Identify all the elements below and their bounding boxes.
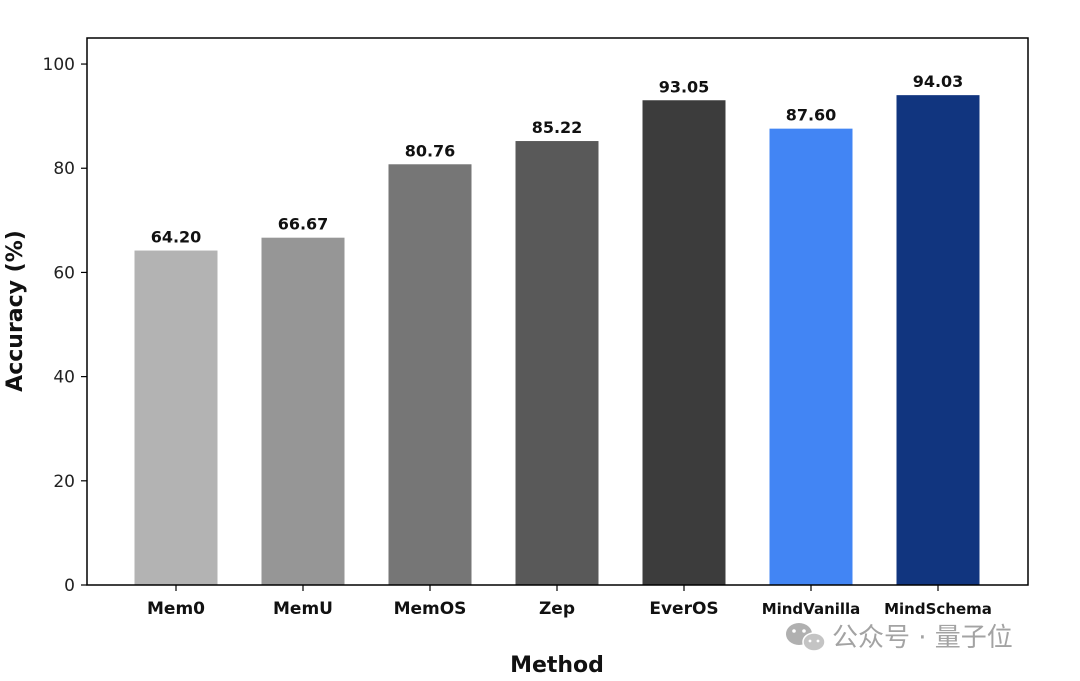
x-tick-label-memos: MemOS <box>394 599 467 619</box>
bar-everos <box>642 100 726 585</box>
x-axis: Mem0 MemU MemOS Zep EverOS MindVanilla MindSch… <box>147 585 992 619</box>
y-tick-label-0: 0 <box>64 576 75 596</box>
x-tick-label-memu: MemU <box>273 599 333 619</box>
watermark-text: 公众号 · 量子位 <box>832 623 1013 653</box>
value-label-everos: 93.05 <box>659 77 710 96</box>
value-label-memu: 66.67 <box>278 215 329 234</box>
x-tick-label-mem0: Mem0 <box>147 599 205 619</box>
y-axis-title: Accuracy (%) <box>3 230 28 392</box>
y-tick-label-20: 20 <box>53 472 75 492</box>
bar-mem0 <box>134 250 218 585</box>
y-tick-label-60: 60 <box>53 263 75 283</box>
value-label-memos: 80.76 <box>405 141 456 160</box>
y-axis: 0 20 40 60 80 100 <box>43 55 87 596</box>
y-tick-label-40: 40 <box>53 368 75 388</box>
x-tick-label-mindschema: MindSchema <box>884 600 992 618</box>
bar-memos <box>388 164 472 585</box>
value-label-mindschema: 94.03 <box>913 72 964 91</box>
y-tick-label-80: 80 <box>53 159 75 179</box>
wechat-icon <box>786 623 826 652</box>
value-label-zep: 85.22 <box>532 118 583 137</box>
value-label-mem0: 64.20 <box>151 228 202 247</box>
bar-memu <box>261 237 345 586</box>
value-labels-group: 64.20 66.67 80.76 85.22 93.05 87.60 94.03 <box>151 72 964 246</box>
x-tick-label-mindvanilla: MindVanilla <box>762 600 861 618</box>
bar-mindvanilla <box>769 128 853 585</box>
x-tick-label-zep: Zep <box>539 599 575 619</box>
bar-zep <box>515 141 599 586</box>
x-tick-label-everos: EverOS <box>649 599 718 619</box>
y-tick-label-100: 100 <box>43 55 75 75</box>
bar-mindschema <box>896 95 980 586</box>
watermark: 公众号 · 量子位 <box>786 623 1013 653</box>
value-label-mindvanilla: 87.60 <box>786 106 837 125</box>
bars-group <box>134 95 980 586</box>
x-axis-title: Method <box>510 653 604 678</box>
